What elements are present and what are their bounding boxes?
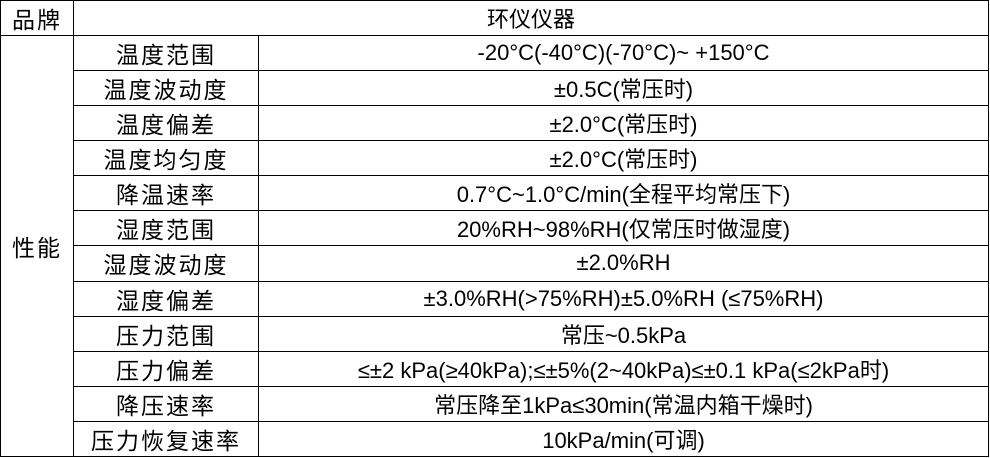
spec-row-pressure-deviation: 压力偏差 ≤±2 kPa(≥40kPa);≤±5%(2~40kPa)≤±0.1 …	[1, 350, 990, 387]
spec-param: 压力偏差	[73, 350, 259, 387]
spec-row-temp-deviation: 温度偏差 ±2.0°C(常压时)	[1, 105, 990, 142]
spec-param: 压力恢复速率	[73, 420, 259, 458]
spec-param: 温度均匀度	[73, 140, 259, 177]
brand-row: 品牌 环仪仪器	[0, 0, 990, 37]
spec-param: 温度波动度	[73, 70, 259, 107]
brand-value: 环仪仪器	[72, 0, 990, 37]
spec-param: 压力范围	[73, 315, 259, 352]
spec-param: 湿度范围	[73, 210, 259, 247]
spec-row-depressurization-rate: 降压速率 常压降至1kPa≤30min(常温内箱干燥时)	[1, 385, 990, 422]
spec-row-humidity-deviation: 湿度偏差 ±3.0%RH(>75%RH)±5.0%RH (≤75%RH)	[1, 280, 990, 317]
spec-row-cooling-rate: 降温速率 0.7°C~1.0°C/min(全程平均常压下)	[1, 175, 990, 212]
spec-param: 湿度波动度	[73, 245, 259, 282]
spec-value: ±2.0%RH	[257, 245, 990, 282]
spec-param: 降压速率	[73, 385, 259, 422]
spec-row-temp-fluctuation: 温度波动度 ±0.5C(常压时)	[1, 70, 990, 107]
spec-value: -20°C(-40°C)(-70°C)~ +150°C	[257, 35, 990, 72]
spec-row-temp-range: 性能 温度范围 -20°C(-40°C)(-70°C)~ +150°C	[0, 35, 990, 457]
spec-row-pressure-recovery-rate: 压力恢复速率 10kPa/min(可调)	[1, 420, 990, 458]
performance-label: 性能	[0, 35, 74, 457]
spec-row-humidity-range: 湿度范围 20%RH~98%RH(仅常压时做湿度)	[1, 210, 990, 247]
spec-value: 常压~0.5kPa	[257, 315, 990, 352]
spec-param: 湿度偏差	[73, 280, 259, 317]
spec-value: 20%RH~98%RH(仅常压时做湿度)	[257, 210, 990, 247]
spec-param: 降温速率	[73, 175, 259, 212]
brand-label: 品牌	[0, 0, 74, 37]
spec-value: ±2.0°C(常压时)	[257, 105, 990, 142]
spec-value: 常压降至1kPa≤30min(常温内箱干燥时)	[257, 385, 990, 422]
spec-value: 0.7°C~1.0°C/min(全程平均常压下)	[257, 175, 990, 212]
spec-param: 温度范围	[73, 35, 259, 72]
spec-row-pressure-range: 压力范围 常压~0.5kPa	[1, 315, 990, 352]
spec-value: ≤±2 kPa(≥40kPa);≤±5%(2~40kPa)≤±0.1 kPa(≤…	[257, 350, 990, 387]
spec-value: 10kPa/min(可调)	[257, 420, 990, 458]
spec-param: 温度偏差	[73, 105, 259, 142]
spec-row-humidity-fluctuation: 湿度波动度 ±2.0%RH	[1, 245, 990, 282]
spec-row-temp-uniformity: 温度均匀度 ±2.0°C(常压时)	[1, 140, 990, 177]
spec-value: ±2.0°C(常压时)	[257, 140, 990, 177]
spec-value: ±3.0%RH(>75%RH)±5.0%RH (≤75%RH)	[257, 280, 990, 317]
spec-value: ±0.5C(常压时)	[257, 70, 990, 107]
